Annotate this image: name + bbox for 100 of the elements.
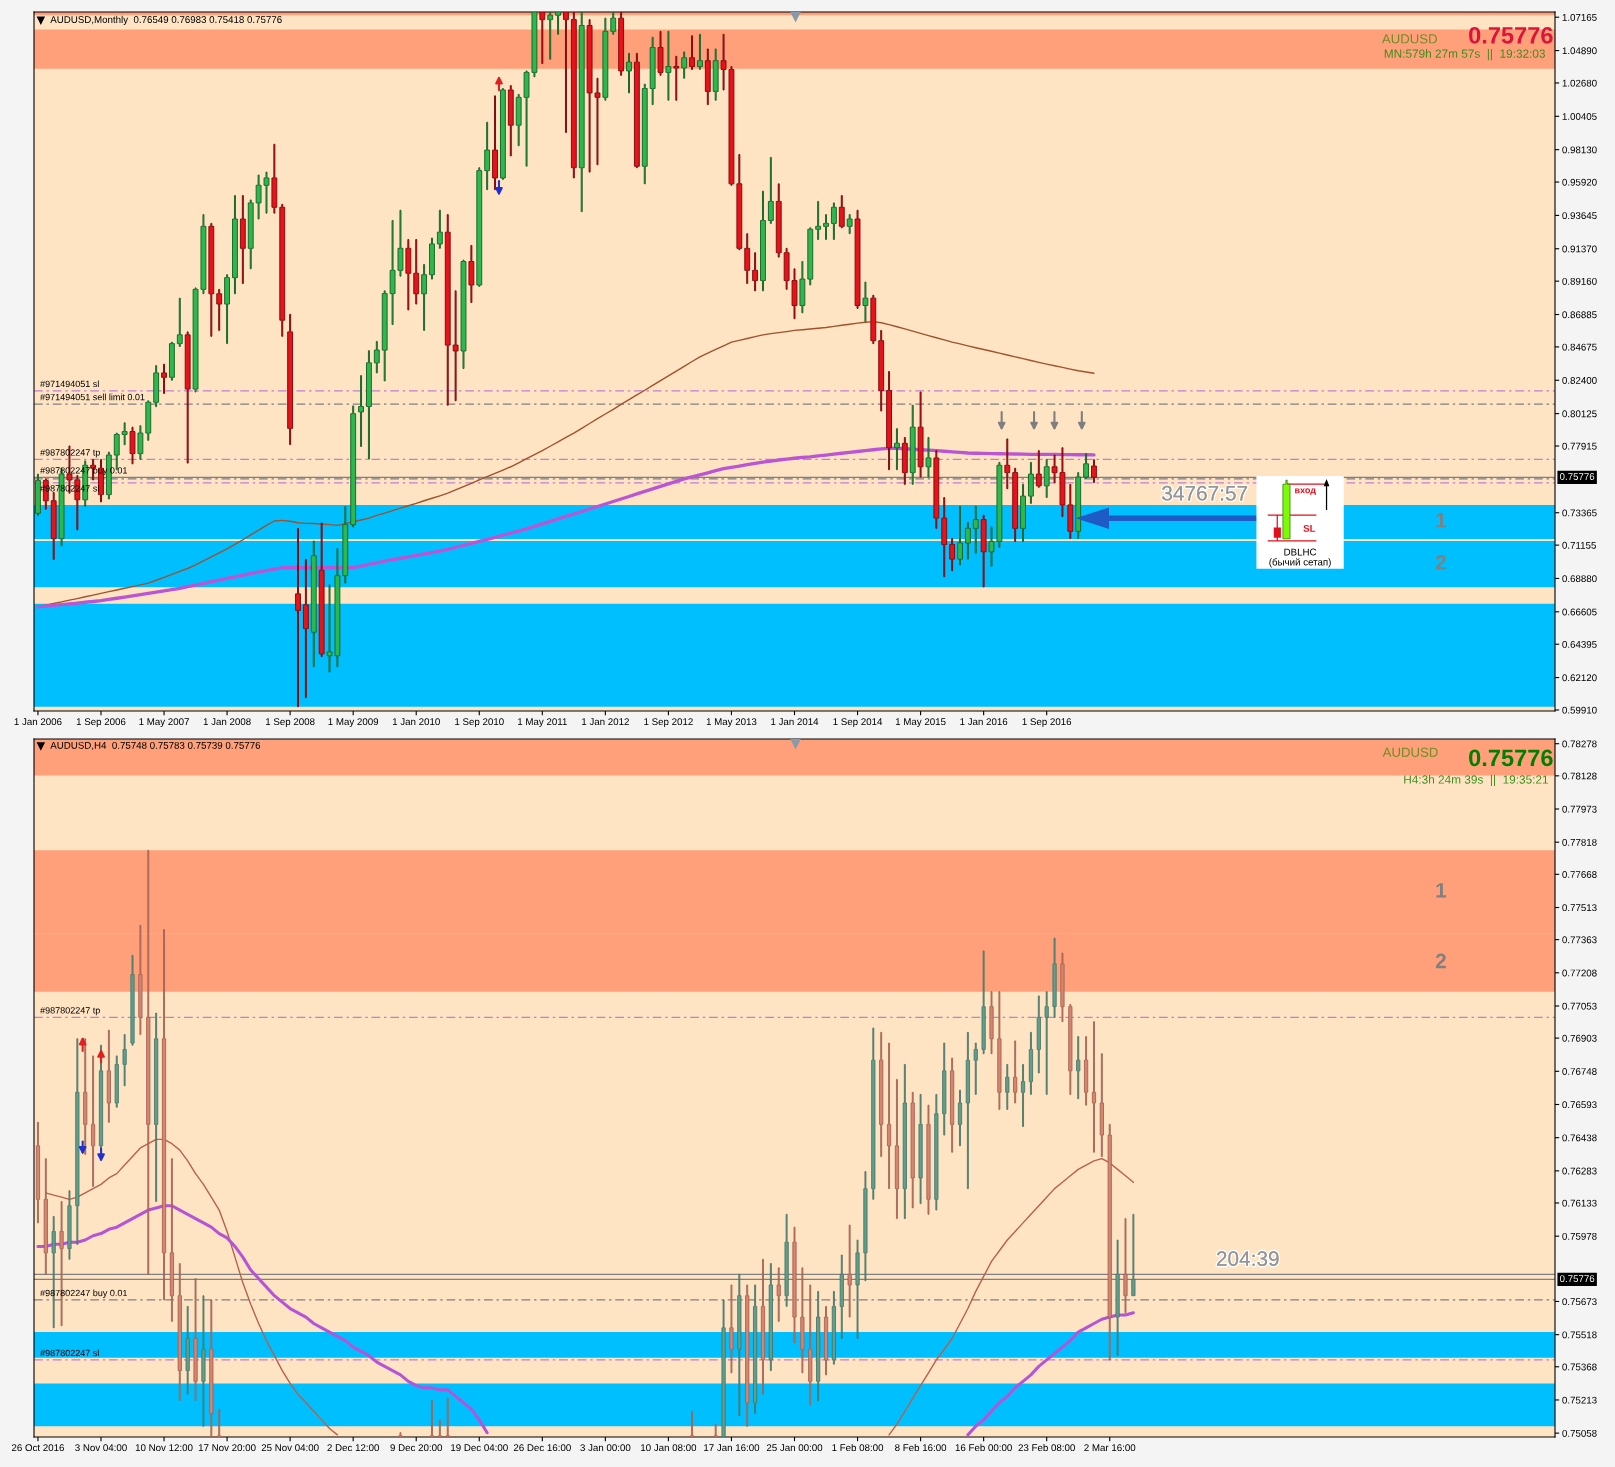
annotation: 0.75776 — [1469, 749, 1553, 767]
candlestick — [429, 1400, 435, 1437]
x-tick-label: 1 May 2013 — [706, 718, 757, 728]
candlestick — [1036, 995, 1041, 1074]
candlestick — [855, 1239, 860, 1339]
candlestick — [350, 405, 357, 528]
ref-line-label: #987802247 sl — [40, 1349, 99, 1357]
candlestick — [445, 1398, 450, 1437]
candlestick — [35, 473, 41, 516]
candlestick — [1115, 1239, 1120, 1357]
candlestick — [507, 85, 514, 157]
candlestick — [295, 527, 301, 708]
candlestick — [744, 233, 751, 284]
candlestick — [1099, 1053, 1104, 1157]
candlestick — [641, 83, 648, 185]
y-tick-label: 0.95920 — [1562, 178, 1597, 186]
annotation: AUDUSD — [1381, 34, 1437, 44]
candlestick — [563, 12, 569, 133]
candlestick — [1028, 1031, 1033, 1095]
candlestick — [570, 12, 577, 179]
candlestick — [201, 1295, 206, 1427]
candlestick — [146, 849, 151, 1275]
candlestick — [665, 30, 672, 101]
candlestick — [318, 522, 325, 658]
candlestick — [154, 1012, 159, 1202]
candlestick — [161, 929, 167, 1301]
x-tick-label: 16 Feb 00:00 — [955, 1443, 1012, 1452]
candlestick — [949, 538, 956, 572]
x-tick-label: 1 Jan 2014 — [771, 718, 819, 726]
candlestick — [704, 48, 711, 106]
candlestick — [50, 491, 57, 560]
x-tick-label: 1 Sep 2014 — [833, 718, 883, 728]
candlestick — [216, 288, 223, 331]
x-tick-label: 1 Sep 2010 — [455, 718, 504, 728]
y-tick-label: 0.59910 — [1562, 706, 1597, 714]
candlestick — [870, 294, 877, 345]
candlestick — [1020, 483, 1026, 543]
x-tick-label: 2 Mar 16:00 — [1084, 1444, 1136, 1452]
candlestick — [846, 214, 853, 235]
band-label: 2 — [1435, 953, 1446, 969]
candlestick — [901, 436, 908, 485]
candlestick — [1076, 1036, 1081, 1100]
band-label: 2 — [1435, 554, 1446, 570]
candlestick — [602, 17, 609, 101]
x-tick-label: 1 Sep 2012 — [644, 718, 693, 728]
candlestick — [468, 244, 475, 304]
candlestick — [981, 950, 986, 1055]
y-tick-label: 0.71155 — [1562, 541, 1596, 549]
candlestick — [823, 1305, 829, 1376]
y-tick-label: 0.86885 — [1562, 311, 1597, 319]
candlestick — [1083, 453, 1090, 479]
candlestick — [310, 540, 317, 668]
ref-line-label: #987802247 tp — [40, 1007, 100, 1016]
candlestick — [871, 1027, 876, 1200]
candlestick — [768, 1263, 773, 1372]
candlestick — [973, 1042, 978, 1095]
candlestick — [405, 239, 412, 311]
candlestick — [681, 51, 688, 79]
y-tick-label: 0.93645 — [1562, 212, 1597, 220]
candlestick — [752, 252, 759, 292]
candlestick — [633, 52, 640, 169]
x-tick-label: 9 Dec 20:00 — [390, 1444, 443, 1452]
candlestick — [184, 331, 191, 464]
y-tick-label: 0.75213 — [1562, 1396, 1597, 1404]
y-tick-label: 1.02680 — [1562, 79, 1597, 87]
x-tick-label: 10 Nov 12:00 — [135, 1444, 193, 1452]
candlestick — [649, 36, 656, 106]
y-tick-label: 0.62120 — [1562, 674, 1597, 682]
candlestick — [673, 55, 680, 101]
candlestick — [713, 1423, 718, 1437]
y-tick-label: 0.76133 — [1562, 1199, 1597, 1207]
x-tick-label: 1 Jan 2012 — [582, 718, 629, 726]
candlestick — [578, 12, 585, 213]
annotation: 204:39 — [1216, 1251, 1279, 1266]
y-tick-label: 0.77973 — [1562, 805, 1597, 813]
candlestick — [232, 195, 238, 295]
candlestick — [729, 1284, 734, 1374]
candlestick — [436, 209, 443, 249]
candlestick — [807, 227, 814, 286]
chart-title: AUDUSD,H4 0.75748 0.75783 0.75739 0.75776 — [50, 741, 261, 750]
annotation: H4:3h 24m 39s || 19:35:21 — [1404, 775, 1548, 787]
candlestick — [816, 1290, 821, 1402]
candlestick — [989, 991, 994, 1055]
candlestick — [618, 12, 625, 76]
ref-line-label: #971494051 sl — [40, 380, 99, 388]
y-tick-label: 0.77053 — [1562, 1002, 1597, 1010]
candlestick — [997, 991, 1002, 1110]
candlestick — [745, 1284, 750, 1427]
candlestick — [75, 1038, 80, 1245]
x-tick-label: 1 Feb 08:00 — [832, 1443, 884, 1452]
y-tick-label: 0.77818 — [1562, 838, 1597, 846]
annotation: MN:579h 27m 57s || 19:32:03 — [1384, 49, 1545, 61]
y-tick-label: 0.64395 — [1562, 640, 1597, 648]
candlestick — [753, 1284, 758, 1414]
x-tick-label: 1 Sep 2006 — [76, 718, 126, 728]
candlestick — [1035, 450, 1042, 488]
candlestick — [894, 428, 900, 471]
candlestick — [910, 1091, 915, 1209]
candlestick — [121, 422, 128, 446]
candlestick — [862, 281, 869, 323]
